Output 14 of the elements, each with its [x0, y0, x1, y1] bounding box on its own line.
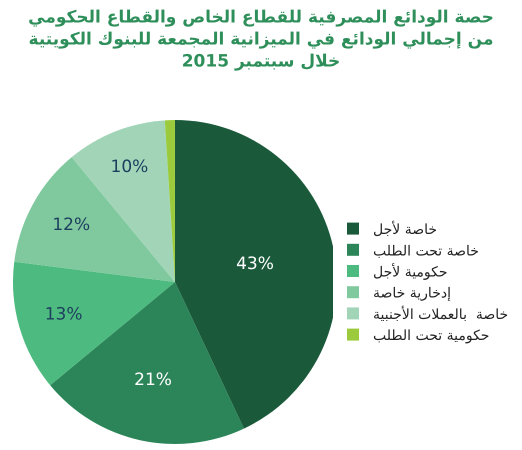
data-label: 43%	[236, 254, 274, 274]
legend-label: حكومية لأجل	[373, 262, 448, 280]
data-label: 21%	[134, 370, 172, 390]
legend-label: خاصة بالعملات الأجنبية	[373, 304, 508, 323]
legend-label: خاصة لأجل	[373, 220, 438, 238]
chart-title: حصة الودائع المصرفية للقطاع الخاص والقطاع الحكومي من إجمالي الودائع في الميزانية المجمعة للبنوك الكويتية خلال سبتمبر 2015	[28, 8, 494, 72]
data-label: 10%	[110, 156, 148, 177]
data-label: 13%	[44, 304, 83, 324]
legend-label: حكومية تحت الطلب	[373, 328, 490, 344]
legend-label: خاصة تحت الطلب	[373, 243, 479, 260]
data-label: 12%	[52, 214, 90, 235]
pie-slice	[12, 262, 175, 386]
legend-label: إدخارية خاصة	[373, 286, 452, 302]
pie-slice	[14, 157, 175, 282]
